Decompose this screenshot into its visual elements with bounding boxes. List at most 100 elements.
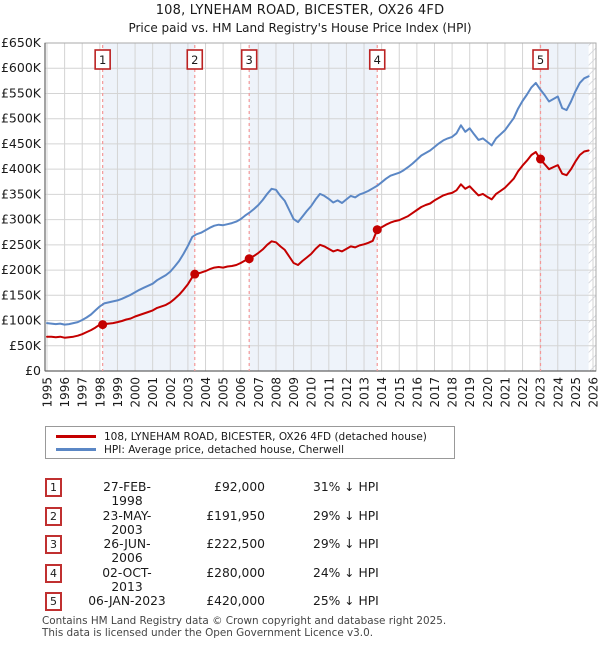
y-axis-tick-label: £400K [1,161,42,176]
transaction-row: 5 06-JAN-2023 £420,000 25% ↓ HPI [0,592,600,611]
y-axis-tick-label: £100K [1,313,42,328]
x-axis-tick-label: 2026 [587,377,600,408]
sale-marker-box [368,49,386,70]
transaction-price: £420,000 [206,594,265,608]
transaction-vs-hpi: 25% ↓ HPI [313,594,379,608]
sale-marker-number: 2 [191,53,198,67]
x-axis-tick-label: 2007 [252,377,266,408]
transaction-date: 23-MAY-2003 [102,508,152,537]
sale-marker-box [532,49,549,70]
price-history-chart: 1 2 3 4 5 £0 £50K £100K £150K £200K £250K £300K £350… [1,35,600,408]
y-axis-tick-label: £200K [1,262,42,277]
x-axis-tick-label: 1996 [58,377,72,408]
chart-legend: 108, LYNEHAM ROAD, BICESTER, OX26 4FD (d… [45,426,455,459]
legend-row-hpi: HPI: Average price, detached house, Cher… [46,443,454,456]
x-axis-tick-label: 2020 [481,377,495,408]
transaction-price: £280,000 [206,565,265,580]
y-axis-tick-label: £350K [1,186,42,201]
transaction-date: 02-OCT-2013 [102,565,152,594]
y-axis-tick-label: £0 [25,363,41,378]
transaction-number-badge: 4 [45,563,62,583]
transaction-number-badge: 1 [45,478,62,497]
transaction-vs-hpi: 29% ↓ HPI [313,508,379,523]
hpi-line-swatch [56,448,96,451]
y-axis-tick-label: £600K [1,60,42,75]
x-axis-tick-label: 2023 [534,377,548,408]
x-axis-tick-label: 2017 [428,377,442,408]
sale-marker-box [186,49,204,70]
x-axis-tick-label: 1999 [111,377,125,408]
ownership-band [249,43,378,371]
footer-line-2: This data is licensed under the Open Gov… [42,626,374,639]
transaction-number-badge: 3 [45,535,62,554]
legend-row-price-paid: 108, LYNEHAM ROAD, BICESTER, OX26 4FD (d… [46,430,454,443]
transaction-date: 27-FEB-1998 [103,480,151,508]
y-axis-tick-label: £500K [1,111,42,126]
transaction-price: £222,500 [206,537,265,551]
x-axis-tick-label: 2009 [287,377,301,408]
y-axis-tick-label: £450K [1,136,42,151]
x-axis-tick-label: 2013 [358,377,372,408]
sale-point-dot[interactable] [244,254,254,264]
transaction-price: £191,950 [206,508,265,523]
sale-marker-number: 1 [99,53,106,67]
ownership-band [540,43,589,371]
x-axis-tick-label: 2022 [516,377,530,408]
x-axis-tick-label: 2016 [410,377,424,408]
page-subtitle: Price paid vs. HM Land Registry's House … [128,21,472,35]
transaction-number-badge: 2 [45,506,62,526]
x-axis-tick-label: 2000 [129,377,143,408]
x-axis-tick-label: 2018 [446,377,460,408]
sale-marker-number: 4 [374,53,381,67]
x-axis-tick-label: 1995 [41,377,55,408]
sale-point-dot[interactable] [190,269,200,279]
price-paid-line [46,149,590,339]
x-axis-tick-label: 2012 [340,377,354,408]
x-axis-tick-label: 2014 [375,377,389,408]
transaction-date: 06-JAN-2023 [88,594,166,608]
sale-point-dot[interactable] [536,154,546,164]
x-axis-tick-label: 2003 [181,377,195,408]
y-axis-tick-label: £150K [1,287,42,302]
transaction-row: 2 23-MAY-2003 £191,950 29% ↓ HPI [0,506,600,537]
x-axis-tick-label: 2008 [269,377,283,408]
price-paid-line-swatch [56,435,96,438]
transaction-row: 1 27-FEB-1998 £92,000 31% ↓ HPI [0,478,600,508]
footer-copyright: Contains HM Land Registry data © Crown c… [42,615,582,639]
transaction-vs-hpi: 31% ↓ HPI [313,480,379,494]
sale-point-dot[interactable] [98,320,108,330]
y-axis-tick-label: £550K [1,85,42,100]
transaction-price: £92,000 [214,480,265,494]
sale-marker-number: 3 [246,53,253,67]
x-axis-tick-label: 2021 [498,377,512,408]
ownership-band [102,43,195,371]
transaction-vs-hpi: 24% ↓ HPI [313,565,379,580]
x-axis-tick-label: 2010 [305,377,319,408]
x-axis-tick-label: 2011 [322,377,336,408]
footer-line-1: Contains HM Land Registry data © Crown c… [42,615,447,627]
transaction-date: 26-JUN-2006 [103,537,151,565]
y-axis-tick-label: £250K [1,237,42,252]
transaction-number-badge: 5 [45,592,62,611]
transaction-vs-hpi: 29% ↓ HPI [313,537,379,551]
sale-point-dot[interactable] [372,225,382,235]
x-axis-tick-label: 2004 [199,377,213,408]
legend-label-price-paid: 108, LYNEHAM ROAD, BICESTER, OX26 4FD (d… [104,430,427,443]
sale-marker-number: 5 [537,53,544,67]
y-axis-tick-label: £50K [9,338,42,353]
sale-marker-box [240,49,258,70]
x-axis-tick-label: 2001 [146,377,160,408]
legend-label-hpi: HPI: Average price, detached house, Cher… [104,443,345,456]
x-axis-tick-label: 2015 [393,377,407,408]
x-axis-tick-label: 2005 [217,377,231,408]
future-hatch-region [588,43,596,371]
x-axis-tick-label: 1997 [76,377,90,408]
x-axis-tick-label: 2025 [569,377,583,408]
x-axis-tick-label: 2024 [551,377,565,408]
sale-marker-box [94,49,111,70]
x-axis-tick-label: 2006 [234,377,248,408]
x-axis-tick-label: 1998 [93,377,107,408]
x-axis-tick-label: 2019 [463,377,477,408]
hpi-line [46,75,590,326]
transaction-row: 4 02-OCT-2013 £280,000 24% ↓ HPI [0,563,600,594]
